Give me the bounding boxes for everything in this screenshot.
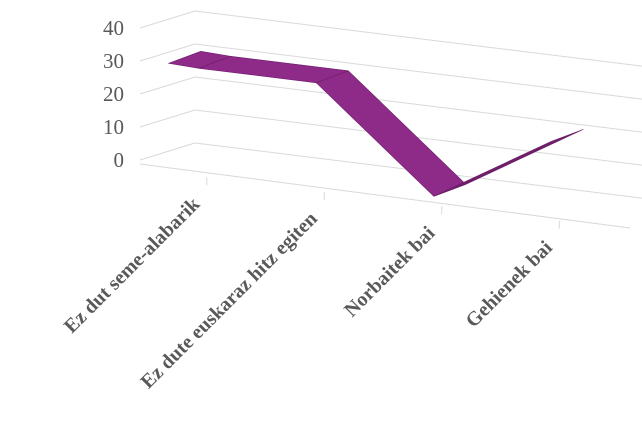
gridline-side (139, 10, 196, 29)
gridline-side (139, 109, 196, 128)
y-tick-label: 0 (114, 148, 125, 172)
gridline (194, 109, 642, 166)
gridline-side (139, 43, 196, 62)
y-tick-label: 30 (103, 49, 124, 73)
x-axis-categories: Ez dut seme-alabarik Ez dute euskaraz hi… (60, 193, 557, 393)
gridline (194, 76, 642, 133)
x-category-label: Gehienek bai (461, 236, 557, 332)
y-tick-label: 40 (103, 16, 124, 40)
series-layer (167, 50, 584, 197)
ribbon-segment (433, 129, 584, 197)
grid-layer (139, 10, 642, 229)
x-category-label: Norbaitek bai (340, 222, 440, 322)
gridline (194, 10, 642, 67)
y-tick-label: 10 (103, 115, 124, 139)
x-category-label: Ez dut seme-alabarik (60, 193, 205, 338)
y-axis-ticks: 0 10 20 30 40 (103, 16, 124, 172)
y-tick-label: 20 (103, 82, 124, 106)
gridline-side (139, 142, 196, 161)
gridline (194, 43, 642, 100)
floor-edge (139, 163, 631, 229)
gridline-side (139, 76, 196, 95)
ribbon-segment (315, 70, 467, 197)
